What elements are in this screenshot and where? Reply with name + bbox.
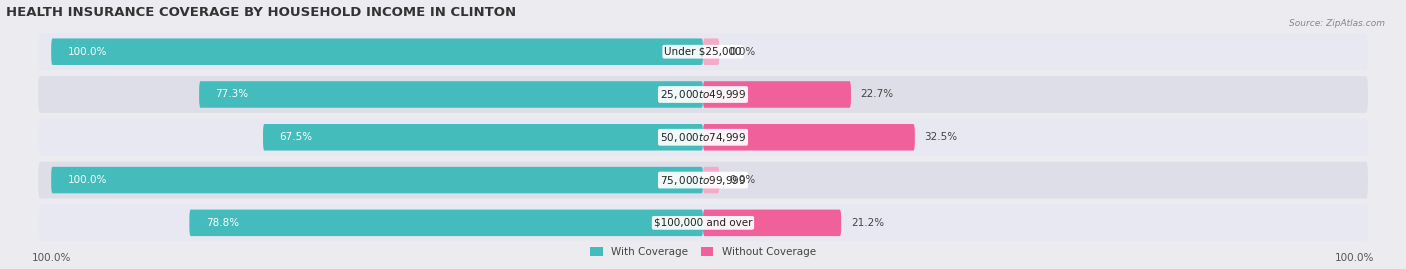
FancyBboxPatch shape	[51, 167, 703, 193]
Text: $100,000 and over: $100,000 and over	[654, 218, 752, 228]
FancyBboxPatch shape	[38, 76, 1368, 113]
Text: 21.2%: 21.2%	[851, 218, 884, 228]
Text: HEALTH INSURANCE COVERAGE BY HOUSEHOLD INCOME IN CLINTON: HEALTH INSURANCE COVERAGE BY HOUSEHOLD I…	[6, 6, 516, 19]
Text: 22.7%: 22.7%	[860, 90, 894, 100]
Text: 0.0%: 0.0%	[730, 175, 755, 185]
FancyBboxPatch shape	[703, 124, 915, 151]
FancyBboxPatch shape	[38, 33, 1368, 70]
Text: 100.0%: 100.0%	[67, 47, 107, 57]
Text: $75,000 to $99,999: $75,000 to $99,999	[659, 174, 747, 187]
Text: Source: ZipAtlas.com: Source: ZipAtlas.com	[1289, 19, 1385, 28]
Text: 78.8%: 78.8%	[205, 218, 239, 228]
FancyBboxPatch shape	[263, 124, 703, 151]
Text: Under $25,000: Under $25,000	[664, 47, 742, 57]
Text: 32.5%: 32.5%	[925, 132, 957, 142]
FancyBboxPatch shape	[703, 81, 851, 108]
Text: 0.0%: 0.0%	[730, 47, 755, 57]
Text: $25,000 to $49,999: $25,000 to $49,999	[659, 88, 747, 101]
Text: 67.5%: 67.5%	[280, 132, 312, 142]
FancyBboxPatch shape	[38, 119, 1368, 156]
FancyBboxPatch shape	[38, 204, 1368, 241]
Legend: With Coverage, Without Coverage: With Coverage, Without Coverage	[591, 247, 815, 257]
FancyBboxPatch shape	[703, 38, 720, 65]
FancyBboxPatch shape	[51, 38, 703, 65]
Text: $50,000 to $74,999: $50,000 to $74,999	[659, 131, 747, 144]
FancyBboxPatch shape	[200, 81, 703, 108]
Text: 100.0%: 100.0%	[67, 175, 107, 185]
Text: 77.3%: 77.3%	[215, 90, 249, 100]
FancyBboxPatch shape	[38, 162, 1368, 199]
FancyBboxPatch shape	[703, 167, 720, 193]
FancyBboxPatch shape	[190, 210, 703, 236]
FancyBboxPatch shape	[703, 210, 841, 236]
